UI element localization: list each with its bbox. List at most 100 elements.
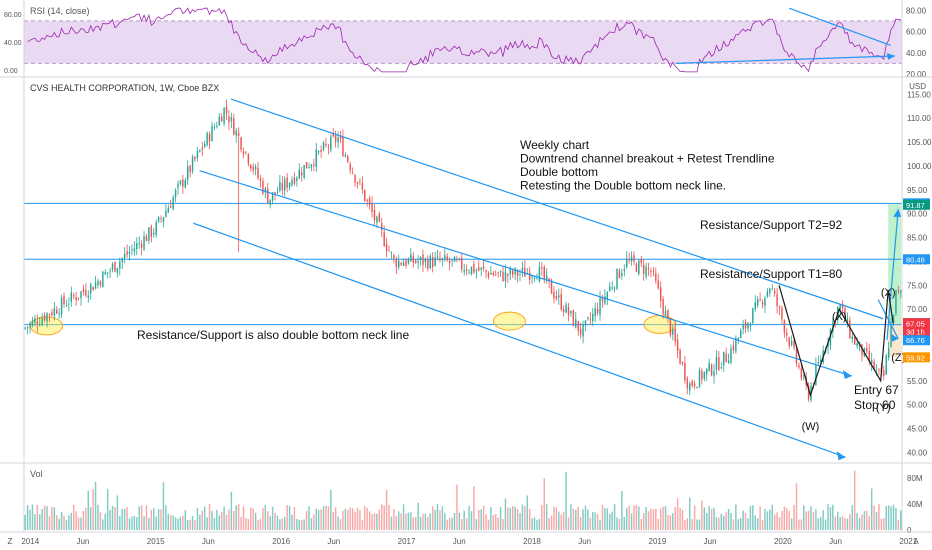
candle-body <box>613 287 616 289</box>
volume-bar <box>203 506 206 530</box>
pane-separators <box>0 0 932 533</box>
price-tag-label: 91.87 <box>906 201 925 210</box>
candle-body <box>689 383 691 391</box>
channel-arrow-head-0 <box>842 370 852 380</box>
price-pane[interactable]: CVS HEALTH CORPORATION, 1W, Cboe BZX Wee… <box>24 83 905 461</box>
volume-bar <box>456 484 458 530</box>
volume-bar <box>126 506 128 530</box>
volume-bar <box>196 507 199 530</box>
candle-body <box>56 309 58 314</box>
candle-body <box>191 157 194 172</box>
volume-bar <box>453 512 456 530</box>
volume-bar <box>550 515 553 530</box>
volume-bar <box>890 506 892 530</box>
volume-bar <box>225 514 228 530</box>
volume-bar <box>482 505 485 530</box>
volume-bar <box>80 517 82 530</box>
candle-body <box>572 310 575 326</box>
price-axis-tick: 115.00 <box>907 90 931 99</box>
volume-bar <box>31 504 34 530</box>
candle-body <box>414 260 417 263</box>
volume-bar <box>900 510 902 530</box>
candle-body <box>820 359 822 362</box>
candle-body <box>628 260 630 261</box>
candle-body <box>589 318 592 320</box>
volume-bar <box>623 516 626 530</box>
volume-bar <box>114 506 116 530</box>
candle-body <box>601 297 604 302</box>
volume-bar <box>320 509 322 530</box>
candle-body <box>507 274 509 276</box>
volume-bar <box>41 508 43 530</box>
candle-body <box>623 268 626 271</box>
candle-body <box>783 320 786 333</box>
volume-bar <box>511 506 514 530</box>
volume-bar <box>490 507 492 530</box>
time-axis-label: 2017 <box>398 537 416 546</box>
candle-body <box>327 146 330 148</box>
time-axis[interactable]: 2014 Jun 2015 Jun 2016 Jun 2017 Jun 2018 Jun 2019 J… <box>8 537 920 546</box>
volume-bar <box>65 519 68 530</box>
volume-bar <box>829 507 832 530</box>
candle-body <box>165 211 167 217</box>
candle-body <box>543 266 545 279</box>
candle-body <box>538 266 541 282</box>
candle-body <box>720 367 723 369</box>
volume-bar <box>875 512 878 530</box>
price-axis-tick: 70.00 <box>907 305 928 314</box>
candle-body <box>604 295 606 304</box>
candle-body <box>560 293 562 310</box>
candle-body <box>781 308 783 320</box>
candle-body <box>521 267 524 272</box>
candle-body <box>594 308 596 317</box>
volume-bar <box>368 511 371 530</box>
candle-body <box>286 177 288 188</box>
time-axis-label: Jun <box>704 537 717 546</box>
volume-bar <box>851 504 854 530</box>
volume-bar <box>684 520 686 530</box>
candle-body <box>136 242 138 250</box>
price-axis-tick: 45.00 <box>907 425 928 434</box>
volume-bar <box>630 513 633 530</box>
candle-body <box>157 216 160 222</box>
volume-bar <box>895 508 897 530</box>
volume-bar <box>572 508 575 530</box>
volume-bar <box>228 509 230 530</box>
volume-bar <box>451 518 453 530</box>
volume-bar <box>759 506 761 530</box>
candle-body <box>812 383 815 385</box>
candle-body <box>250 164 252 169</box>
volume-bar <box>475 519 478 530</box>
candle-body <box>550 279 553 294</box>
volume-bar <box>97 504 99 530</box>
volume-bar <box>53 507 56 530</box>
volume-bar <box>514 506 516 530</box>
candle-body <box>85 290 87 296</box>
candle-body <box>34 318 36 323</box>
candle-body <box>405 260 407 266</box>
price-tag-label: 66.76 <box>906 336 925 345</box>
candle-body <box>558 295 560 298</box>
volume-bar <box>611 511 613 530</box>
candle-body <box>305 162 308 169</box>
volume-bar <box>858 517 861 530</box>
candle-body <box>618 270 621 279</box>
volume-bar <box>72 505 75 530</box>
candle-body <box>509 268 512 275</box>
candle-body <box>892 314 895 323</box>
volume-bar <box>752 505 754 530</box>
volume-bar <box>87 490 90 530</box>
candle-body <box>485 270 487 272</box>
candle-body <box>82 289 85 292</box>
candle-body <box>60 297 63 315</box>
candle-body <box>788 337 790 347</box>
candle-body <box>211 125 213 142</box>
volume-bar <box>681 509 684 530</box>
candle-body <box>245 151 247 153</box>
volume-bar <box>179 516 182 530</box>
volume-bar <box>315 508 317 530</box>
volume-bar <box>29 509 31 530</box>
volume-bar <box>288 505 291 530</box>
